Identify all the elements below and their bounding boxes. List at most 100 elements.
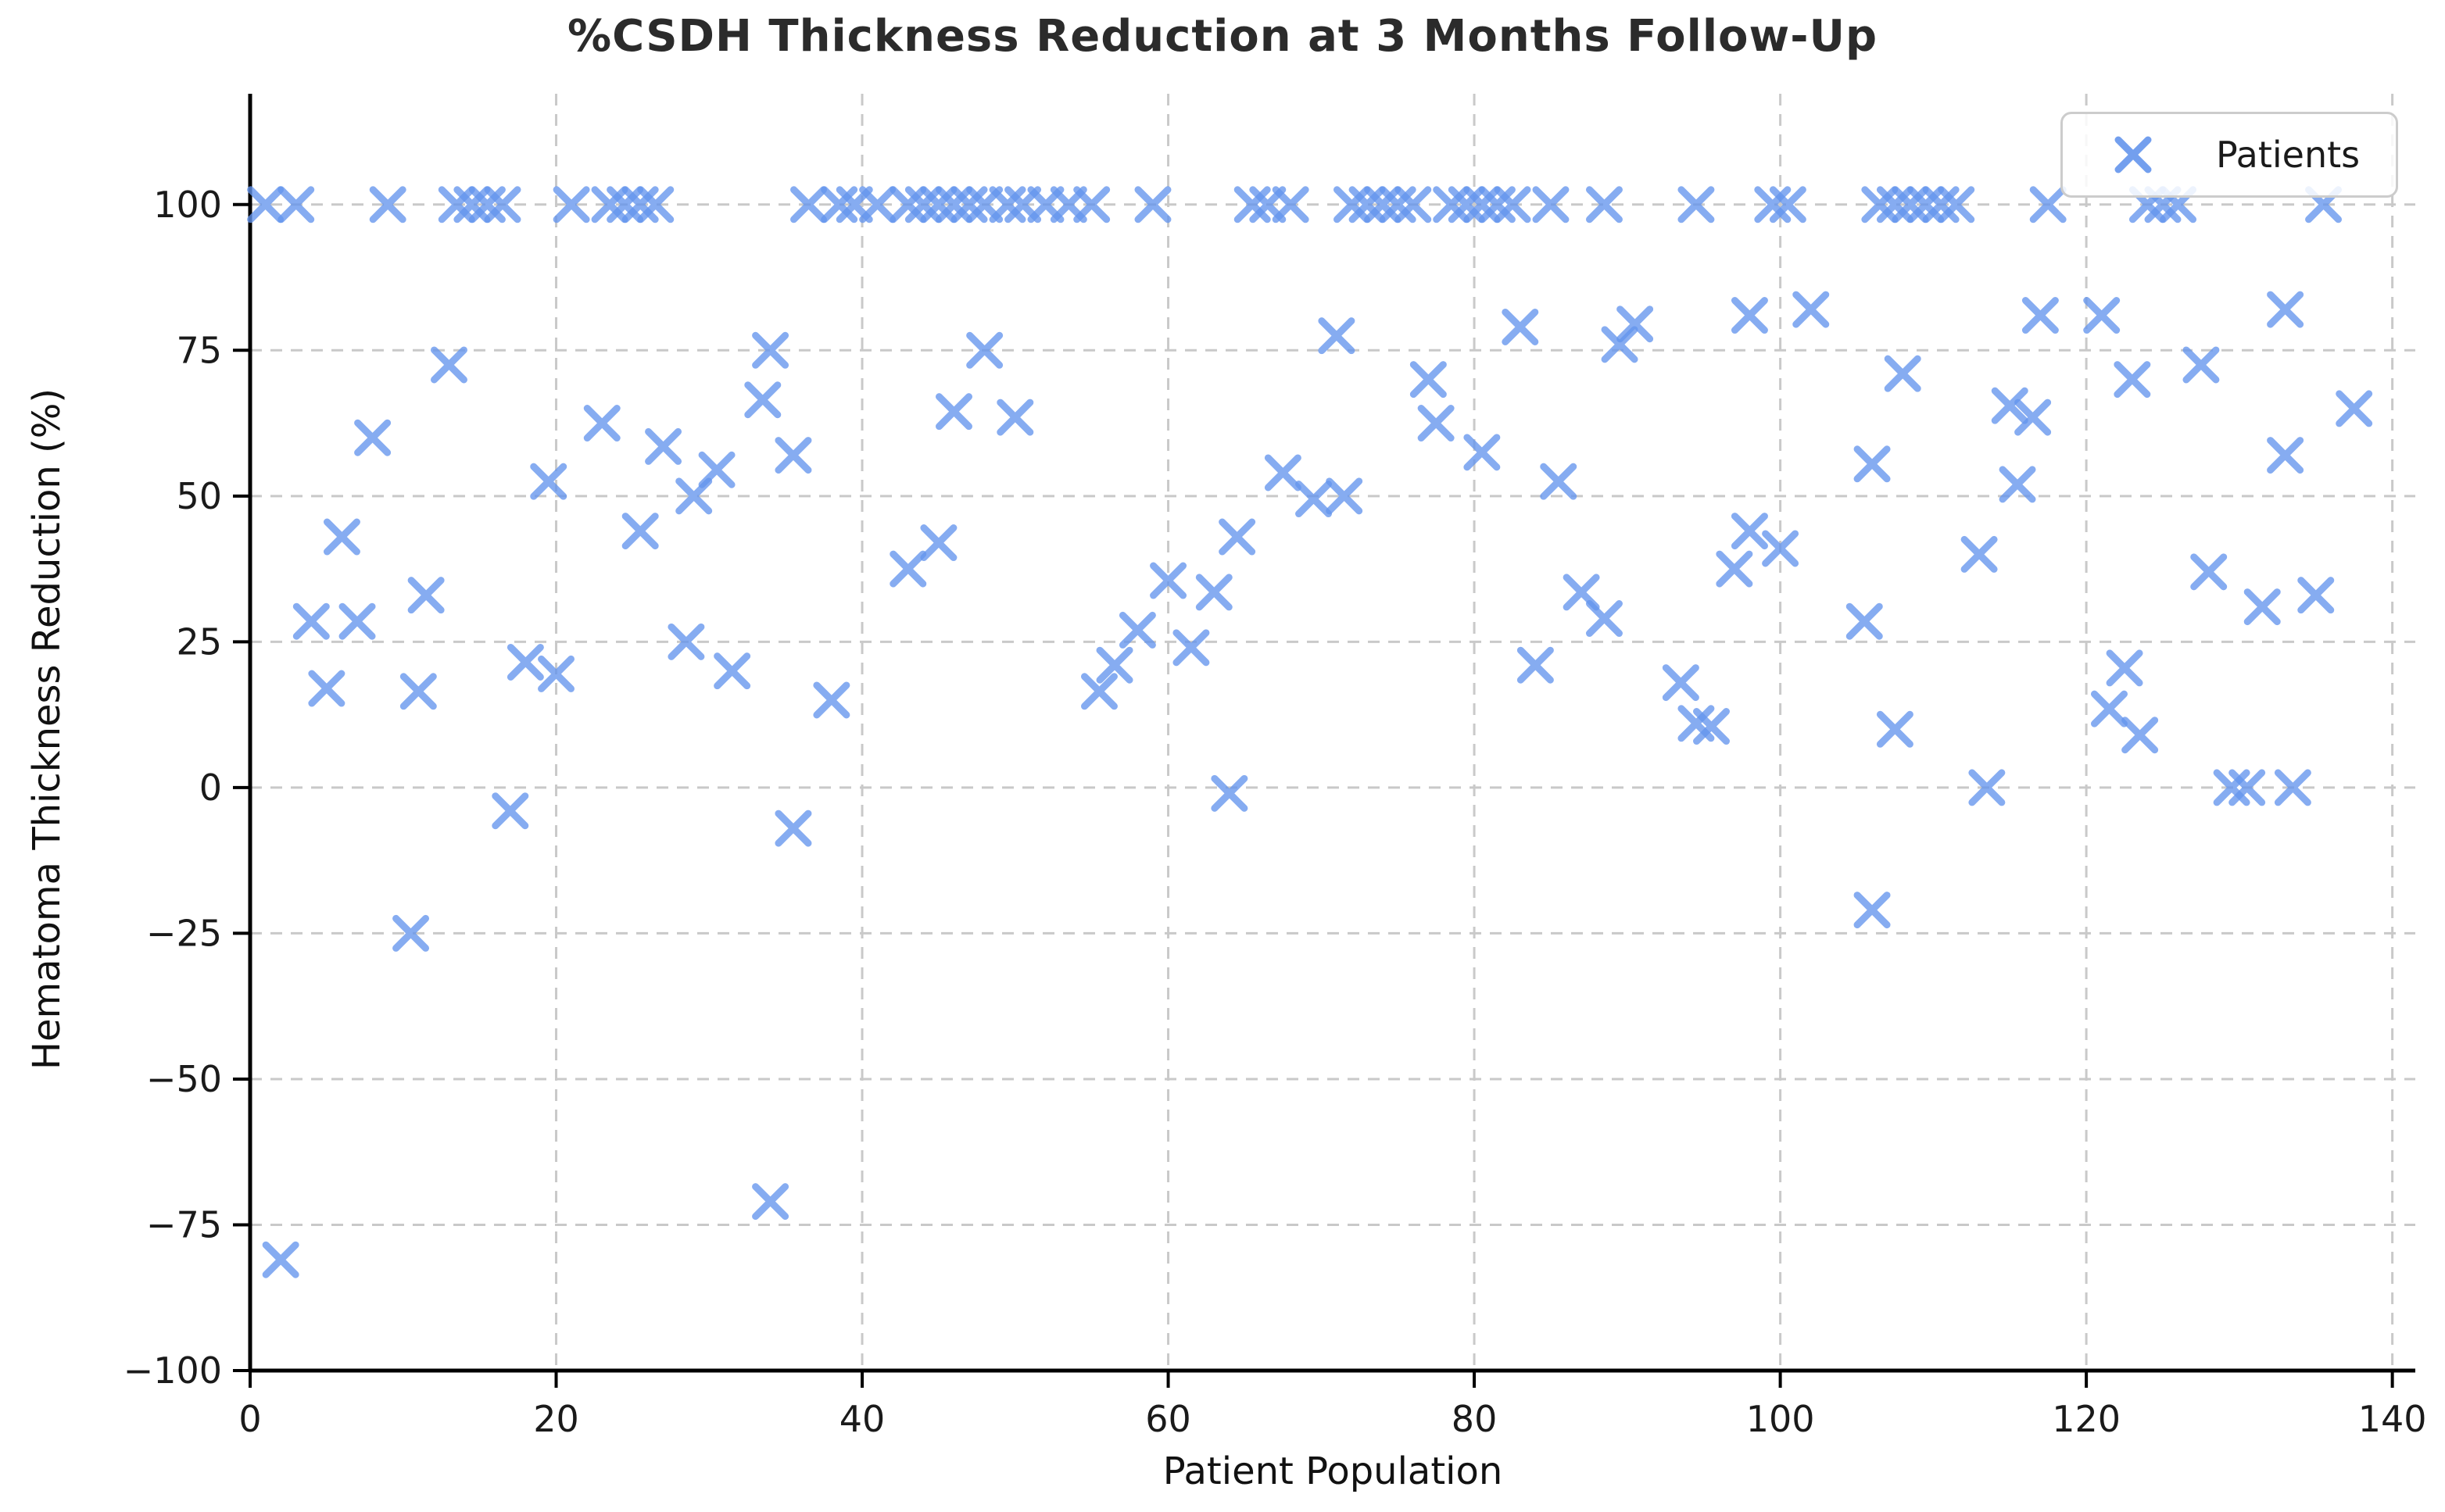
data-point [399,673,437,710]
data-point [507,643,544,681]
data-point [407,577,445,614]
data-point [1991,387,2028,424]
data-point [1211,774,1248,812]
data-point [752,331,789,369]
data-point [621,513,659,550]
data-point [1409,361,1447,399]
data-point [2182,346,2220,384]
data-point [484,186,521,223]
data-point [1845,602,1883,640]
data-point [1219,518,1256,556]
x-tick-label: 0 [238,1398,261,1440]
data-point [1731,297,1768,334]
y-axis-label: Hematoma Thickness Reduction (%) [25,388,69,1071]
y-tick-label: −25 [146,912,222,954]
data-point [1295,481,1333,518]
x-tick-label: 80 [1452,1398,1498,1440]
data-point [262,1241,299,1278]
data-point [583,405,621,442]
data-point [530,463,567,500]
data-point [2228,769,2266,806]
x-tick-label: 100 [1746,1398,1815,1440]
data-point [2267,437,2304,474]
data-point [1264,454,1301,491]
data-point [2029,186,2067,223]
data-point [637,186,675,223]
data-point [2021,297,2059,334]
x-tick-label: 60 [1145,1398,1191,1440]
data-point [2014,399,2052,436]
data-point [698,451,736,488]
data-point [1272,186,1309,223]
x-tick-label: 40 [839,1398,886,1440]
data-point [1938,186,1975,223]
patients-marker-icon [2114,136,2152,173]
data-point [247,186,285,223]
data-point [1172,629,1210,667]
x-tick-label: 20 [533,1398,579,1440]
data-point [430,346,467,384]
x-tick-label: 140 [2358,1398,2427,1440]
y-tick-label: 50 [176,475,222,517]
data-point [813,681,850,719]
data-point [1693,708,1731,745]
y-tick-label: 25 [176,620,222,663]
data-point [935,393,972,431]
data-point [1853,445,1891,483]
data-point [354,419,392,456]
data-point [668,623,705,660]
data-point [1884,355,1921,392]
data-point [1540,463,1577,500]
data-point [775,810,812,847]
data-point [1792,291,1830,328]
data-point [308,670,345,707]
data-point [292,602,330,640]
data-point [1096,646,1133,684]
data-point [714,652,751,690]
data-point [2274,769,2311,806]
data-point [1616,306,1654,343]
data-point [1716,550,1753,588]
data-point [492,792,529,830]
y-tick-label: 0 [199,767,222,809]
data-point [775,437,812,474]
data-point [392,914,430,952]
data-point [2114,361,2151,399]
data-point [1326,477,1363,515]
data-point [1601,326,1638,363]
legend-label: Patients [2216,134,2361,176]
data-point [997,399,1034,436]
data-point [2190,553,2228,591]
data-point [645,427,682,465]
data-point [1769,186,1806,223]
x-tick-label: 120 [2052,1398,2121,1440]
data-point [2243,588,2281,626]
data-point [744,381,782,419]
data-point [1516,646,1554,684]
data-point [1494,186,1531,223]
data-point [1394,186,1432,223]
data-point [752,1183,789,1221]
data-point [1073,186,1111,223]
chart-title: %CSDH Thickness Reduction at 3 Months Fo… [567,11,1878,62]
data-point [1080,673,1118,710]
y-tick-label: −100 [124,1349,222,1392]
legend: Patients [2060,112,2398,198]
data-point [1195,574,1233,611]
data-point [1150,562,1187,599]
data-point [2297,577,2335,614]
data-point [1762,530,1799,567]
data-point [2121,717,2159,754]
data-point [1731,513,1768,550]
data-point [277,186,315,223]
data-point [1677,186,1715,223]
data-point [2336,390,2373,427]
data-point [1417,405,1455,442]
data-point [2267,291,2304,328]
data-point [1502,308,1539,345]
data-point [538,655,575,692]
data-point [323,518,360,556]
data-point [1134,186,1172,223]
y-tick-label: −75 [146,1203,222,1246]
data-point [920,524,958,562]
